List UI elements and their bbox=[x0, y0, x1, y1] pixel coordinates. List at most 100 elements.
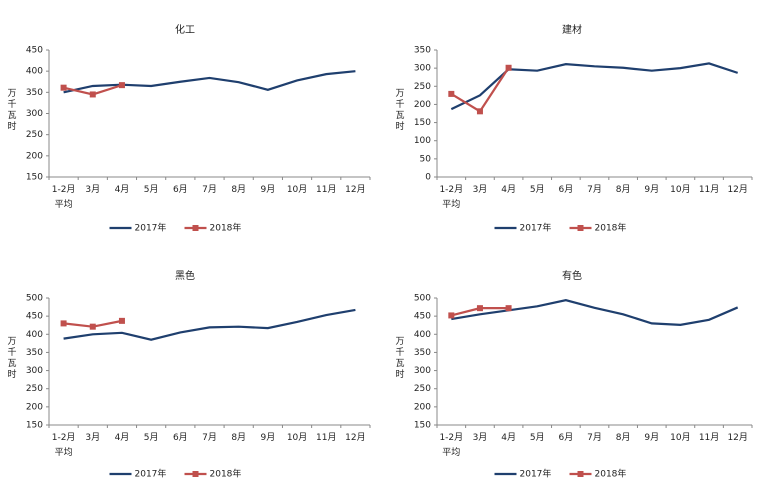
y-axis-label: 万千瓦时 bbox=[395, 337, 404, 380]
y-axis-label: 万千瓦时 bbox=[395, 89, 404, 132]
series-line bbox=[451, 299, 739, 326]
legend-label: 2017年 bbox=[135, 222, 167, 234]
x-tick-label: 6月 bbox=[173, 432, 188, 443]
y-axis-label: 万千瓦时 bbox=[7, 89, 16, 132]
x-tick-label: 1-2月平均 bbox=[439, 184, 463, 210]
x-tick-label: 3月 bbox=[85, 432, 100, 443]
legend-marker bbox=[192, 225, 199, 231]
x-tick-label: 6月 bbox=[558, 184, 573, 195]
x-tick-label: 11月 bbox=[699, 432, 719, 443]
y-tick-label: 150 bbox=[414, 118, 431, 128]
x-tick-label: 9月 bbox=[260, 184, 275, 195]
y-tick-label: 500 bbox=[414, 294, 431, 304]
y-axis-label: 万千瓦时 bbox=[7, 337, 16, 380]
x-tick-label: 7月 bbox=[202, 432, 217, 443]
x-tick-label: 1-2月平均 bbox=[52, 184, 76, 210]
x-tick-label: 10月 bbox=[670, 184, 690, 195]
data-marker bbox=[89, 91, 96, 98]
x-tick-label: 10月 bbox=[287, 432, 307, 443]
legend-marker bbox=[192, 471, 199, 477]
x-tick-label: 3月 bbox=[473, 184, 488, 195]
y-tick-label: 250 bbox=[26, 384, 43, 394]
x-tick-label: 11月 bbox=[316, 432, 336, 443]
x-tick-label: 1-2月平均 bbox=[52, 432, 76, 458]
chart-title: 化工 bbox=[175, 23, 195, 36]
legend-label: 2018年 bbox=[210, 222, 242, 234]
y-tick-label: 500 bbox=[26, 294, 43, 304]
x-tick-label: 8月 bbox=[616, 184, 631, 195]
chart-title: 有色 bbox=[562, 269, 582, 282]
y-tick-label: 0 bbox=[425, 173, 431, 183]
legend-label: 2017年 bbox=[520, 468, 552, 480]
x-tick-label: 5月 bbox=[530, 432, 545, 443]
y-tick-label: 250 bbox=[26, 130, 43, 140]
y-tick-label: 200 bbox=[26, 151, 43, 161]
data-marker bbox=[448, 90, 455, 97]
x-tick-label: 6月 bbox=[558, 432, 573, 443]
y-tick-label: 250 bbox=[414, 82, 431, 92]
legend-marker bbox=[577, 225, 584, 231]
series-line bbox=[63, 308, 356, 341]
x-tick-label: 7月 bbox=[202, 184, 217, 195]
data-marker bbox=[118, 317, 125, 324]
x-tick-label: 5月 bbox=[144, 184, 159, 195]
data-marker bbox=[118, 82, 125, 89]
x-tick-label: 12月 bbox=[345, 432, 365, 443]
y-tick-label: 450 bbox=[26, 312, 43, 322]
chart-title: 建材 bbox=[562, 23, 582, 36]
x-tick-label: 3月 bbox=[473, 432, 488, 443]
x-tick-label: 3月 bbox=[85, 184, 100, 195]
x-tick-label: 4月 bbox=[115, 432, 130, 443]
y-tick-label: 150 bbox=[414, 421, 431, 431]
data-marker bbox=[448, 312, 455, 319]
y-tick-label: 350 bbox=[414, 348, 431, 358]
x-tick-label: 4月 bbox=[115, 184, 130, 195]
x-tick-label: 6月 bbox=[173, 184, 188, 195]
x-tick-label: 10月 bbox=[287, 184, 307, 195]
legend-marker bbox=[577, 471, 584, 477]
legend-label: 2018年 bbox=[595, 468, 627, 480]
y-tick-label: 150 bbox=[26, 421, 43, 431]
y-tick-label: 200 bbox=[26, 402, 43, 412]
x-tick-label: 7月 bbox=[587, 432, 602, 443]
x-tick-label: 9月 bbox=[644, 432, 659, 443]
x-tick-label: 8月 bbox=[231, 184, 246, 195]
legend-label: 2018年 bbox=[595, 222, 627, 234]
x-tick-label: 12月 bbox=[727, 432, 747, 443]
x-tick-label: 7月 bbox=[587, 184, 602, 195]
y-tick-label: 300 bbox=[414, 366, 431, 376]
y-tick-label: 150 bbox=[26, 173, 43, 183]
x-tick-label: 5月 bbox=[144, 432, 159, 443]
x-tick-label: 12月 bbox=[727, 184, 747, 195]
x-tick-label: 8月 bbox=[231, 432, 246, 443]
data-marker bbox=[505, 64, 512, 71]
data-marker bbox=[60, 320, 67, 327]
chart-title: 黑色 bbox=[175, 269, 195, 282]
data-marker bbox=[476, 108, 483, 115]
x-tick-label: 11月 bbox=[699, 184, 719, 195]
series-line bbox=[63, 70, 356, 94]
legend-label: 2017年 bbox=[520, 222, 552, 234]
legend-label: 2018年 bbox=[210, 468, 242, 480]
y-tick-label: 450 bbox=[26, 46, 43, 56]
series-line bbox=[450, 62, 739, 111]
y-tick-label: 400 bbox=[414, 330, 431, 340]
y-tick-label: 450 bbox=[414, 312, 431, 322]
y-tick-label: 300 bbox=[414, 64, 431, 74]
y-tick-label: 350 bbox=[414, 46, 431, 56]
x-tick-label: 10月 bbox=[670, 432, 690, 443]
x-tick-label: 5月 bbox=[530, 184, 545, 195]
legend-label: 2017年 bbox=[135, 468, 167, 480]
x-tick-label: 11月 bbox=[316, 184, 336, 195]
x-tick-label: 12月 bbox=[345, 184, 365, 195]
y-tick-label: 200 bbox=[414, 402, 431, 412]
y-tick-label: 400 bbox=[26, 330, 43, 340]
y-tick-label: 300 bbox=[26, 366, 43, 376]
data-marker bbox=[476, 305, 483, 312]
data-marker bbox=[60, 84, 67, 91]
y-tick-label: 250 bbox=[414, 384, 431, 394]
y-tick-label: 300 bbox=[26, 109, 43, 119]
y-tick-label: 50 bbox=[420, 154, 432, 164]
x-tick-label: 9月 bbox=[644, 184, 659, 195]
